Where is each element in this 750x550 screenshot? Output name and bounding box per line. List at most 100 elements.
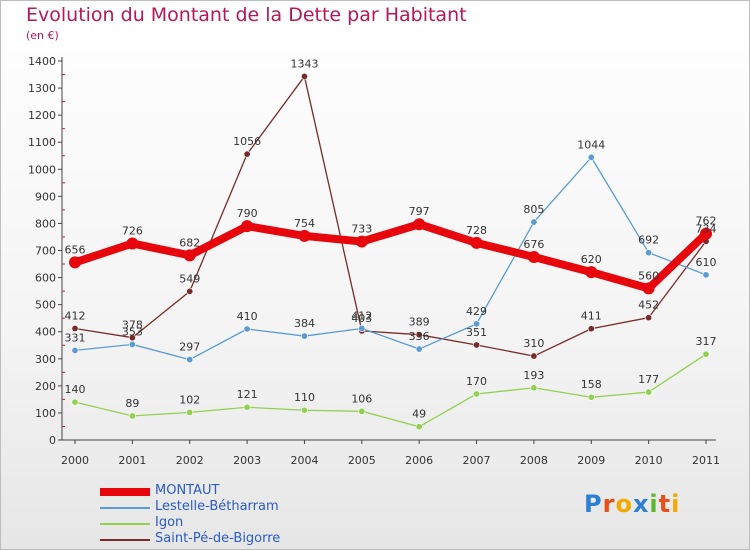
data-label: 620 bbox=[581, 253, 602, 266]
data-label: 353 bbox=[122, 325, 143, 338]
data-point bbox=[530, 352, 538, 360]
data-point bbox=[300, 406, 308, 414]
x-tick-label: 2008 bbox=[520, 454, 548, 467]
data-label: 170 bbox=[466, 375, 487, 388]
data-label: 728 bbox=[466, 224, 487, 237]
data-point bbox=[186, 287, 194, 295]
data-point bbox=[69, 256, 81, 269]
y-tick-label: 1200 bbox=[28, 109, 56, 122]
y-tick-label: 1400 bbox=[28, 55, 56, 68]
data-label: 676 bbox=[523, 238, 544, 251]
data-point bbox=[186, 356, 194, 364]
y-tick-label: 700 bbox=[35, 245, 56, 258]
data-point bbox=[71, 398, 79, 406]
x-tick-label: 2011 bbox=[692, 454, 720, 467]
data-label: 297 bbox=[179, 341, 200, 354]
x-tick-label: 2006 bbox=[405, 454, 433, 467]
data-label: 610 bbox=[696, 256, 717, 269]
x-tick-label: 2010 bbox=[635, 454, 663, 467]
data-point bbox=[645, 249, 653, 257]
x-tick-label: 2003 bbox=[233, 454, 261, 467]
x-tick-label: 2002 bbox=[176, 454, 204, 467]
data-label: 692 bbox=[638, 234, 659, 247]
data-label: 1343 bbox=[290, 57, 318, 70]
legend-label: Lestelle-Bétharram bbox=[155, 499, 279, 514]
data-point bbox=[700, 227, 712, 240]
data-point bbox=[527, 250, 540, 263]
data-label: 762 bbox=[696, 215, 717, 228]
proxiti-logo: Proxiti bbox=[584, 490, 681, 518]
data-label: 102 bbox=[179, 393, 200, 406]
legend-label: MONTAUT bbox=[155, 483, 220, 498]
data-label: 158 bbox=[581, 378, 602, 391]
series-line bbox=[74, 75, 707, 357]
data-point bbox=[702, 271, 710, 279]
y-tick-label: 100 bbox=[35, 407, 56, 420]
y-tick-label: 300 bbox=[35, 353, 56, 366]
x-tick-label: 2005 bbox=[348, 454, 376, 467]
data-point bbox=[587, 153, 595, 161]
data-point bbox=[186, 408, 194, 416]
data-label: 106 bbox=[351, 392, 372, 405]
data-label: 549 bbox=[179, 272, 200, 285]
y-tick-label: 1100 bbox=[28, 136, 56, 149]
data-point bbox=[71, 346, 79, 354]
data-label: 560 bbox=[638, 269, 659, 282]
data-point bbox=[530, 384, 538, 392]
data-point bbox=[298, 229, 311, 242]
data-label: 411 bbox=[581, 310, 602, 323]
data-point bbox=[126, 237, 139, 250]
chart-subtitle: (en €) bbox=[26, 29, 59, 42]
data-label: 754 bbox=[294, 217, 315, 230]
legend-label: Saint-Pé-de-Bigorre bbox=[155, 531, 281, 546]
legend-swatch bbox=[100, 507, 150, 509]
data-point bbox=[241, 220, 254, 233]
y-tick-label: 600 bbox=[35, 272, 56, 285]
data-label: 726 bbox=[122, 224, 143, 237]
data-point bbox=[585, 266, 598, 279]
data-label: 89 bbox=[125, 397, 139, 410]
x-tick-label: 2000 bbox=[61, 454, 89, 467]
legend-swatch bbox=[100, 523, 150, 525]
data-label: 336 bbox=[409, 330, 430, 343]
data-point bbox=[473, 390, 481, 398]
data-label: 378 bbox=[122, 319, 143, 332]
data-point bbox=[587, 393, 595, 401]
chart-title: Evolution du Montant de la Dette par Hab… bbox=[26, 4, 467, 26]
data-label: 403 bbox=[351, 312, 372, 325]
data-point bbox=[587, 325, 595, 333]
data-label: 121 bbox=[237, 388, 258, 401]
data-label: 140 bbox=[65, 383, 86, 396]
data-point bbox=[358, 407, 366, 415]
y-tick-label: 200 bbox=[35, 380, 56, 393]
data-label: 193 bbox=[523, 369, 544, 382]
data-label: 1044 bbox=[577, 138, 605, 151]
data-label: 410 bbox=[237, 310, 258, 323]
data-label: 682 bbox=[179, 236, 200, 249]
data-label: 429 bbox=[466, 305, 487, 318]
data-point bbox=[355, 235, 368, 248]
data-label: 331 bbox=[65, 331, 86, 344]
data-label: 384 bbox=[294, 317, 315, 330]
data-point bbox=[645, 314, 653, 322]
legend-swatch bbox=[100, 539, 150, 541]
series-line bbox=[71, 220, 710, 293]
y-tick-label: 800 bbox=[35, 217, 56, 230]
data-point bbox=[243, 403, 251, 411]
data-label: 351 bbox=[466, 326, 487, 339]
data-label: 656 bbox=[65, 243, 86, 256]
data-label: 790 bbox=[237, 207, 258, 220]
data-label: 177 bbox=[638, 373, 659, 386]
series-line bbox=[74, 353, 707, 428]
y-tick-label: 1300 bbox=[28, 82, 56, 95]
legend-swatch bbox=[100, 488, 150, 496]
data-point bbox=[128, 412, 136, 420]
y-tick-label: 900 bbox=[35, 190, 56, 203]
legend-label: Igon bbox=[155, 515, 184, 530]
data-point bbox=[183, 249, 196, 262]
data-point bbox=[300, 72, 308, 80]
y-tick-label: 400 bbox=[35, 326, 56, 339]
data-label: 317 bbox=[696, 335, 717, 348]
data-point bbox=[128, 340, 136, 348]
